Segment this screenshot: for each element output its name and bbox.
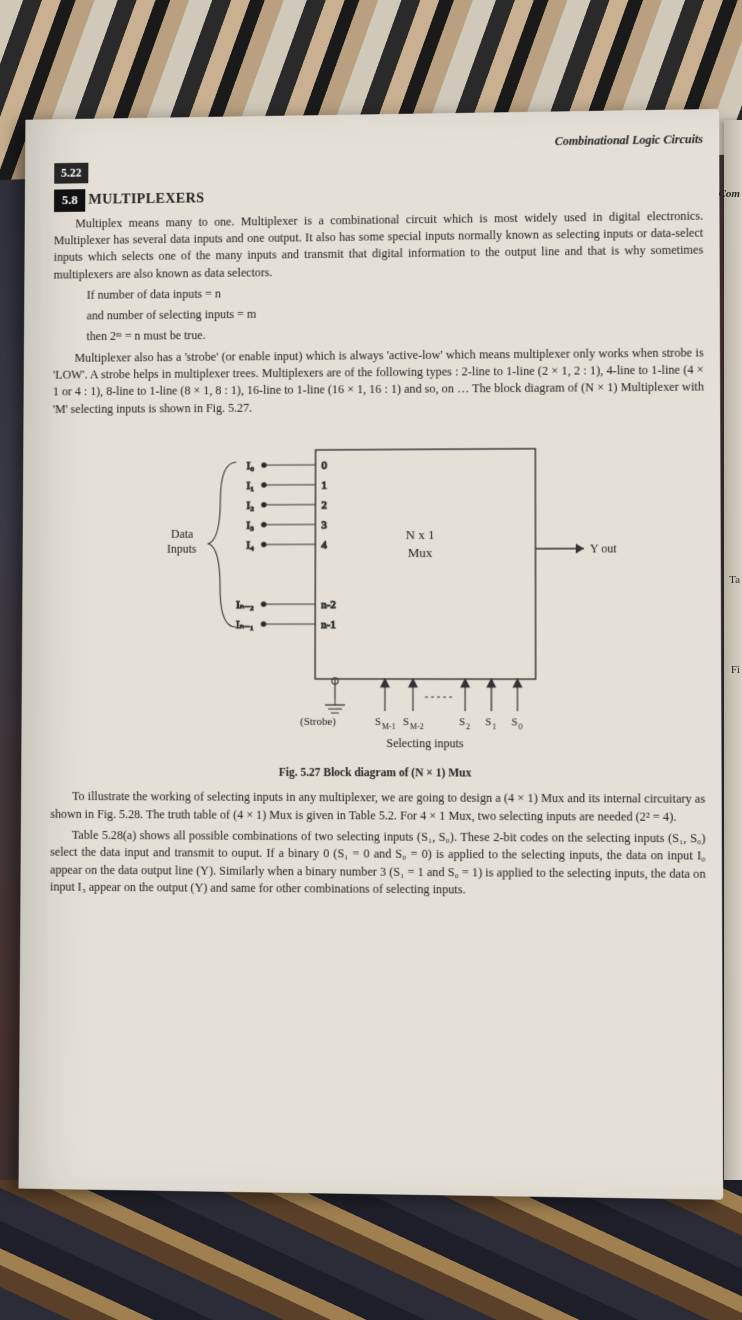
svg-text:4: 4 [321,539,327,551]
paragraph-2: Multiplexer also has a 'strobe' (or enab… [53,344,704,418]
paragraph-1: Multiplex means many to one. Multiplexer… [54,207,704,283]
section-title: MULTIPLEXERS [88,191,204,208]
right-edge-text-1: Com [719,188,740,200]
svg-text:n-1: n-1 [321,619,336,631]
svg-text:Iₙ₋₂: Iₙ₋₂ [236,599,254,611]
svg-text:I₂: I₂ [247,500,255,512]
svg-text:S: S [375,716,381,728]
next-page-edge [724,120,742,1180]
svg-text:I₀: I₀ [247,460,255,472]
section-number: 5.8 [54,189,86,211]
sel-s0 [513,679,521,711]
output-label: Y output [590,541,617,555]
strobe-label: (Strobe) [300,716,336,728]
right-edge-text-2: Ta [729,574,740,586]
data-inputs-label-1: Data [171,527,194,541]
paragraph-4: Table 5.28(a) shows all possible combina… [50,827,706,901]
mux-label-1: N x 1 [406,528,435,542]
mux-block-diagram: N x 1 Mux I₀ 0 I₁ 1 I₂ 2 I₃ 3 I₄ 4 Iₙ₋₂ n-2 Iₙ… [136,428,616,760]
svg-text:2: 2 [466,722,470,731]
svg-text:1: 1 [321,480,326,492]
running-head: Combinational Logic Circuits [54,131,703,157]
svg-text:S: S [459,716,465,728]
svg-text:I₁: I₁ [247,480,255,492]
equation-2: and number of selecting inputs = m [87,302,704,325]
equation-3: then 2ᵐ = n must be true. [86,323,703,346]
svg-text:M-1: M-1 [382,722,396,731]
mux-label-2: Mux [408,546,433,560]
page-content: Combinational Logic Circuits 5.22 5.8 MU… [48,131,706,1169]
svg-text:n-2: n-2 [321,599,336,611]
svg-text:Iₙ₋₁: Iₙ₋₁ [236,619,254,631]
paragraph-3: To illustrate the working of selecting i… [50,788,705,826]
input-row-n-1: Iₙ₋₁ n-1 [236,619,336,631]
selecting-inputs-label: Selecting inputs [386,736,464,750]
book-page: Combinational Logic Circuits 5.22 5.8 MU… [19,109,724,1200]
section-header-row: 5.22 [54,154,703,184]
svg-text:S: S [511,716,517,728]
svg-text:I₄: I₄ [246,540,254,552]
data-inputs-label-2: Inputs [167,542,197,556]
photo-frame: Combinational Logic Circuits 5.22 5.8 MU… [0,0,742,1320]
svg-text:I₃: I₃ [246,520,254,532]
svg-text:M-2: M-2 [410,722,424,731]
sel-sm2 [409,679,417,711]
svg-text:1: 1 [492,722,496,731]
svg-text:S: S [403,716,409,728]
sel-sm1 [381,679,389,711]
svg-text:3: 3 [321,519,327,531]
svg-text:S: S [485,716,491,728]
right-edge-text-3: Fi [731,664,740,676]
svg-text:0: 0 [519,722,523,731]
svg-text:0: 0 [321,460,327,472]
figure-5-27: N x 1 Mux I₀ 0 I₁ 1 I₂ 2 I₃ 3 I₄ 4 Iₙ₋₂ n-2 Iₙ… [51,428,706,783]
sel-s1 [487,679,495,711]
sel-s2 [461,679,469,711]
svg-text:2: 2 [321,500,326,512]
page-section-number: 5.22 [54,163,88,184]
figure-caption: Fig. 5.27 Block diagram of (N × 1) Mux [51,764,706,783]
input-row-n-2: Iₙ₋₂ n-2 [236,599,336,611]
section-title-row: 5.8 MULTIPLEXERS [54,181,703,212]
background-fabric-bottom [0,1180,742,1320]
equation-1: If number of data inputs = n [87,280,704,304]
